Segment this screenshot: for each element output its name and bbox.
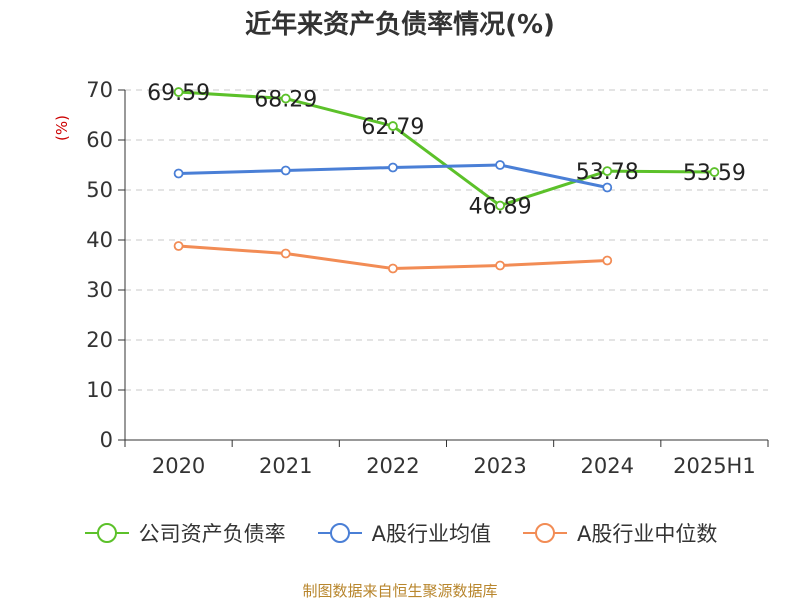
data-label: 68.29 [254, 88, 317, 113]
data-label: 53.59 [683, 161, 746, 186]
legend-marker-icon [523, 523, 567, 543]
y-tick-label: 50 [86, 178, 113, 202]
legend-marker-icon [317, 523, 362, 543]
y-tick-label: 60 [86, 128, 113, 152]
y-tick-label: 40 [86, 228, 113, 252]
data-point-industry-mean [602, 182, 613, 193]
x-tick-label: 2020 [152, 454, 205, 478]
data-point-company-debt-ratio [280, 93, 291, 104]
data-point-industry-median [495, 260, 505, 271]
data-point-industry-median [602, 255, 613, 266]
data-point-industry-mean [388, 162, 398, 173]
y-tick-label: 0 [100, 428, 113, 452]
data-point-industry-median [280, 248, 291, 259]
legend-marker-circle [96, 523, 117, 543]
data-label: 46.89 [469, 195, 532, 220]
y-tick-label: 30 [86, 278, 113, 302]
data-point-industry-mean [495, 160, 505, 170]
data-point-industry-mean [173, 168, 184, 179]
y-axis-label: (%) [53, 115, 71, 141]
data-label: 69.59 [147, 81, 210, 106]
data-point-company-debt-ratio [495, 200, 505, 211]
y-tick-label: 10 [86, 378, 113, 402]
data-point-company-debt-ratio [388, 121, 398, 131]
chart-title: 近年来资产负债率情况(%) [245, 10, 555, 40]
data-point-company-debt-ratio [709, 167, 720, 177]
legend-item-industry-mean[interactable]: A股行业均值 [316, 518, 491, 548]
data-point-company-debt-ratio [173, 87, 184, 97]
source-note: 制图数据来自恒生聚源数据库 [302, 582, 498, 600]
legend-item-industry-median[interactable]: A股行业中位数 [521, 518, 717, 548]
x-tick-label: 2024 [581, 454, 634, 478]
legend-label: 公司资产负债率 [138, 522, 286, 546]
legend-label: A股行业中位数 [577, 522, 718, 546]
data-label: 62.79 [361, 115, 424, 140]
legend-marker-circle [329, 523, 350, 543]
data-point-industry-median [173, 241, 184, 251]
data-point-company-debt-ratio [602, 166, 613, 177]
y-tick-label: 20 [86, 328, 113, 352]
x-tick-label: 2023 [473, 454, 526, 478]
x-tick-label: 2021 [259, 454, 312, 478]
y-tick-label: 70 [86, 78, 113, 102]
x-tick-label: 2025H1 [673, 454, 756, 478]
legend-label: A股行业均值 [371, 522, 491, 546]
x-tick-label: 2022 [366, 454, 419, 478]
data-point-industry-mean [280, 165, 291, 176]
legend-item-company-debt-ratio[interactable]: 公司资产负债率 [83, 518, 286, 548]
data-label: 53.78 [576, 160, 639, 185]
data-point-industry-median [388, 263, 398, 274]
legend-marker-icon [84, 523, 129, 543]
legend: 公司资产负债率 A股行业均值 A股行业中位数 [0, 518, 800, 548]
legend-marker-circle [535, 523, 555, 543]
